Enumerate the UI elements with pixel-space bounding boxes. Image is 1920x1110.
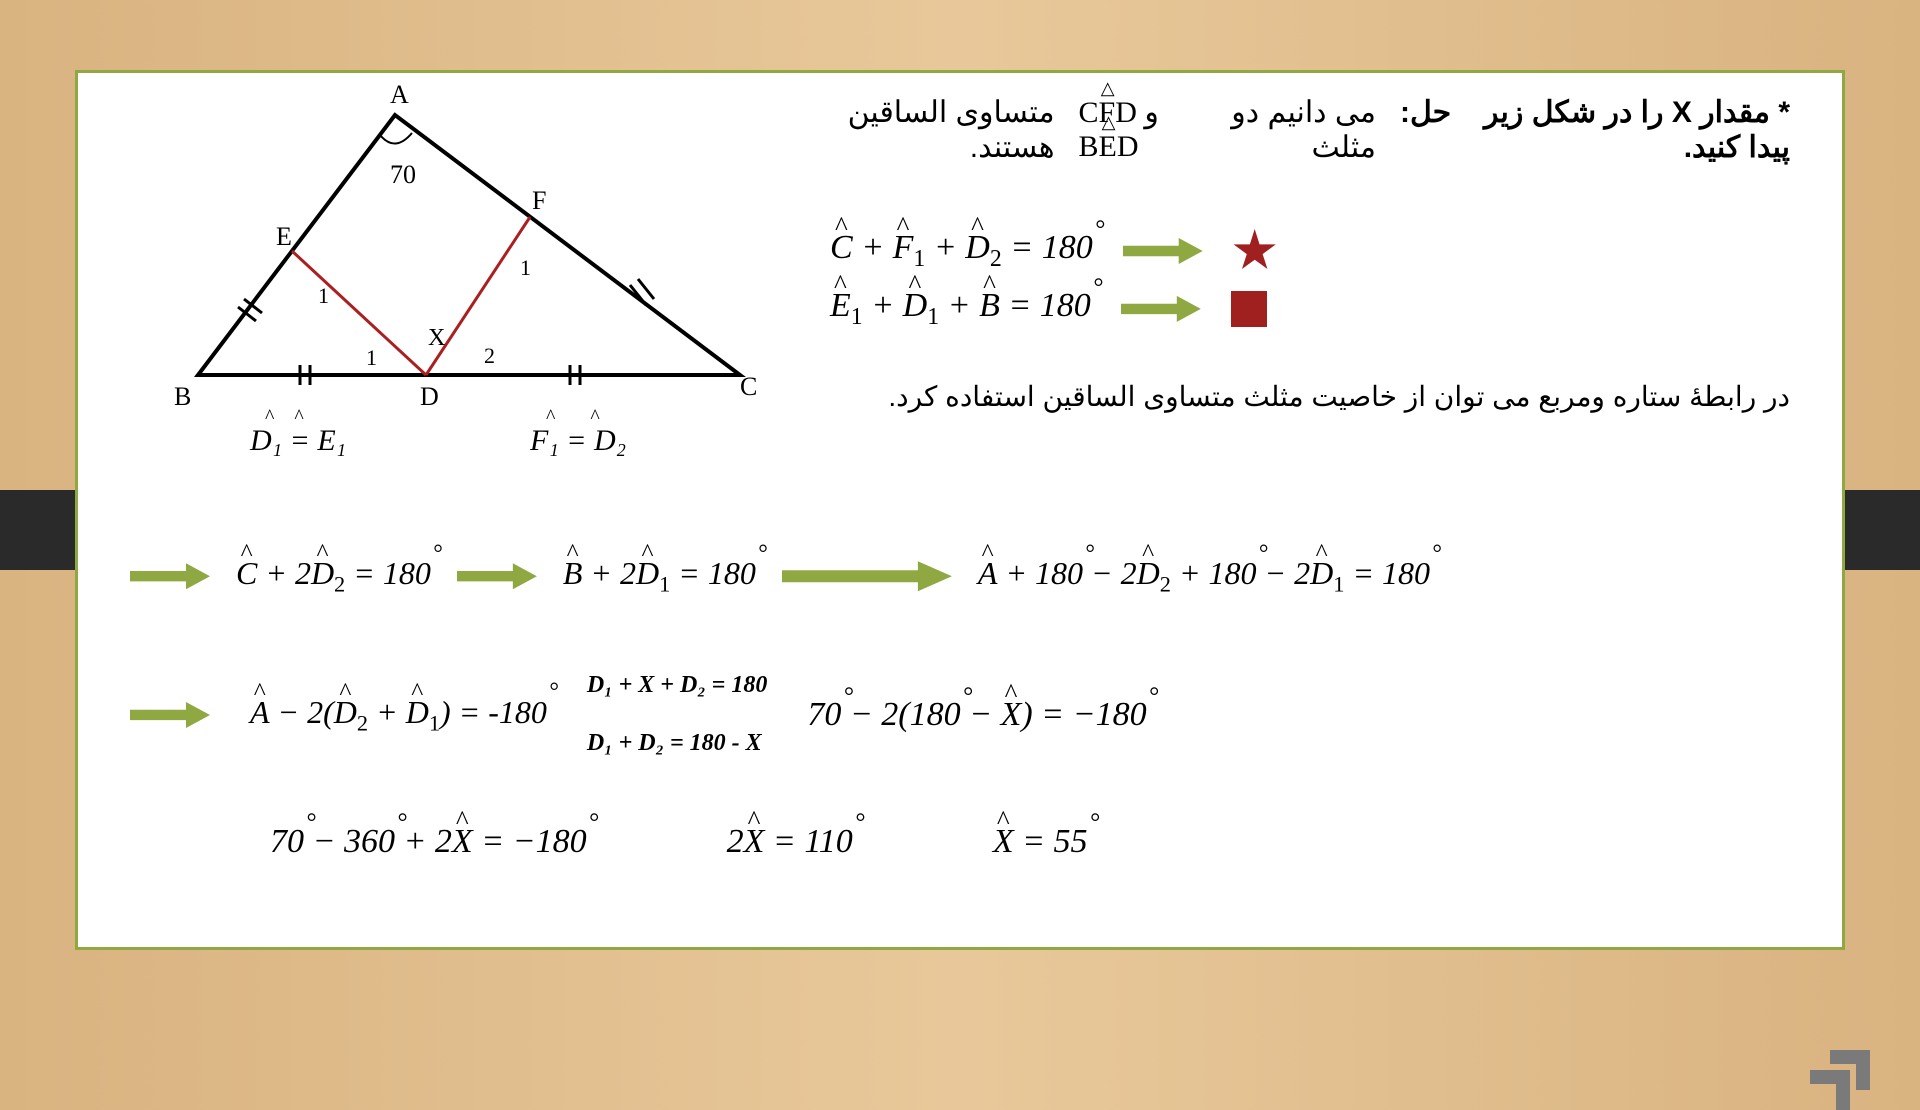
question-text: * مقدار X را در شکل زیر پیدا کنید. xyxy=(1475,95,1790,165)
mid-equations: D₁ + X + D₂ = 180 D₁ + D₂ = 180 - X xyxy=(587,657,767,772)
given-prefix: می دانیم دو مثلث xyxy=(1213,95,1376,165)
star-icon xyxy=(1233,229,1277,273)
r3-eq2: 70 − 2(180 − X) = −180 xyxy=(807,696,1146,734)
r2-eq2: B + 2D1 = 180 xyxy=(563,555,756,597)
label-a: A xyxy=(390,85,409,109)
line-fd xyxy=(426,217,530,375)
arrow-icon xyxy=(457,563,537,589)
r4-eq2: 2X = 110 xyxy=(727,823,853,861)
angle-arc-a xyxy=(380,133,412,144)
seg-e1: 1 xyxy=(318,283,329,308)
r2-eq1: C + 2D2 = 180 xyxy=(236,555,431,597)
r4-eq3: X = 55 xyxy=(993,823,1088,861)
triangle-diagram: A B C D E F X 70 1 1 1 2 ^ ^ D₁ = E₁ ^ ^… xyxy=(90,85,810,515)
derivation-row-3: 70 − 360 + 2X = −180 2X = 110 X = 55 xyxy=(90,823,1830,861)
header-line: * مقدار X را در شکل زیر پیدا کنید. حل: م… xyxy=(830,95,1790,165)
label-b: B xyxy=(174,382,191,411)
r4-eq1: 70 − 360 + 2X = −180 xyxy=(270,823,587,861)
eq-d1e1: D₁ = E₁ xyxy=(249,424,346,457)
solution-label: حل: xyxy=(1400,95,1451,130)
label-d: D xyxy=(420,382,439,411)
eq2: E1 + D1 + B = 180 xyxy=(830,287,1091,331)
derivation-row-1: C + 2D2 = 180 B + 2D1 = 180 جایگذاری در … xyxy=(90,555,1830,597)
arrow-long-icon: جایگذاری در رابطه xyxy=(782,561,952,591)
equation-line-2: E1 + D1 + B = 180 xyxy=(830,287,1790,331)
arrow-label: جایگذاری در رابطه xyxy=(782,533,952,559)
label-x: X xyxy=(428,325,445,351)
label-e: E xyxy=(276,222,292,251)
angle-70: 70 xyxy=(390,160,416,189)
diagram-svg: A B C D E F X 70 1 1 1 2 ^ ^ D₁ = E₁ ^ ^… xyxy=(90,85,810,515)
label-f: F xyxy=(532,186,546,215)
eq-f1d2: F₁ = D₂ xyxy=(529,424,626,457)
r2-eq3: A + 180 − 2D2 + 180 − 2D1 = 180 xyxy=(978,555,1430,597)
arrow-icon xyxy=(1121,296,1201,322)
top-section: A B C D E F X 70 1 1 1 2 ^ ^ D₁ = E₁ ^ ^… xyxy=(90,85,1830,515)
square-icon xyxy=(1231,291,1267,327)
triangles-names: CFD و BED xyxy=(1079,95,1190,164)
equation-line-1: C + F1 + D2 = 180 xyxy=(830,229,1790,273)
seg-f1: 1 xyxy=(520,255,531,280)
arrow-icon xyxy=(1123,238,1203,264)
derivation-row-2: A − 2(D2 + D1) = -180 D₁ + X + D₂ = 180 … xyxy=(90,657,1830,772)
line-ed xyxy=(292,251,426,375)
slide-content: A B C D E F X 70 1 1 1 2 ^ ^ D₁ = E₁ ^ ^… xyxy=(75,70,1845,950)
mid-bot: D₁ + D₂ = 180 - X xyxy=(587,715,767,773)
arrow-icon xyxy=(130,702,210,728)
text-area: * مقدار X را در شکل زیر پیدا کنید. حل: م… xyxy=(810,85,1830,515)
seg-d2: 2 xyxy=(484,343,495,368)
arrow-icon xyxy=(130,563,210,589)
given-suffix: متساوی الساقین هستند. xyxy=(830,95,1055,165)
seg-d1: 1 xyxy=(366,345,377,370)
mid-top: D₁ + X + D₂ = 180 xyxy=(587,657,767,715)
r3-eq1: A − 2(D2 + D1) = -180 xyxy=(250,694,547,736)
note-text: در رابطهٔ ستاره ومربع می توان از خاصیت م… xyxy=(830,375,1790,420)
label-c: C xyxy=(740,372,757,401)
tick-marks xyxy=(238,279,654,385)
eq1: C + F1 + D2 = 180 xyxy=(830,229,1093,273)
